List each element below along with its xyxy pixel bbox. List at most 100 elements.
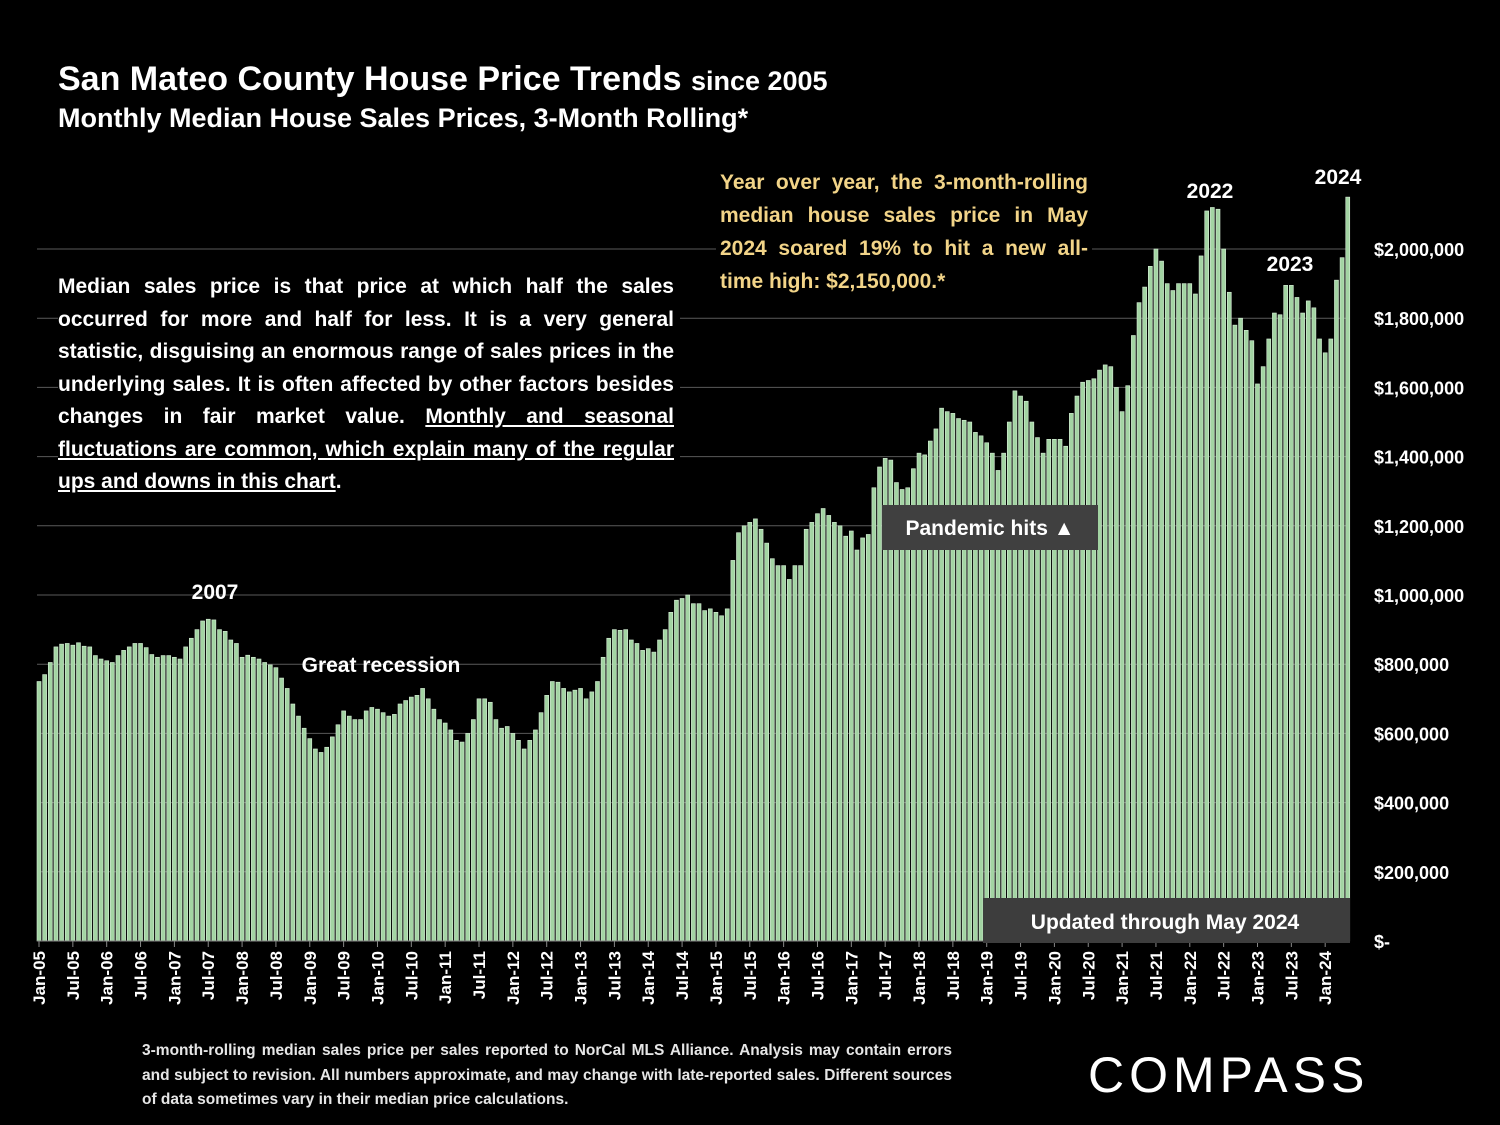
bar bbox=[1300, 312, 1305, 942]
x-tick-label: Jul-07 bbox=[199, 951, 218, 1000]
bar bbox=[1289, 285, 1294, 942]
bar bbox=[459, 741, 465, 942]
bar bbox=[905, 487, 911, 942]
bar bbox=[724, 608, 730, 942]
description-underlined: Monthly and seasonal fluctuations are co… bbox=[58, 405, 674, 493]
bar bbox=[1018, 395, 1023, 942]
axis: $- $200,000 $400,000 $600,000 $800,000 $1,000… bbox=[30, 240, 1464, 1005]
x-tick-label: Jul-05 bbox=[64, 951, 83, 1000]
bar bbox=[42, 674, 47, 942]
bar bbox=[1102, 364, 1108, 942]
bar bbox=[369, 707, 375, 942]
bar bbox=[1176, 283, 1181, 942]
bar bbox=[871, 487, 877, 942]
bar bbox=[465, 733, 471, 942]
bar bbox=[758, 528, 764, 942]
y-tick-label: $- bbox=[1374, 932, 1390, 952]
description: Median sales price is that price at whic… bbox=[58, 271, 680, 499]
bar bbox=[290, 703, 296, 942]
bar bbox=[1069, 413, 1074, 942]
x-tick-label: Jul-11 bbox=[470, 951, 489, 999]
bar bbox=[1074, 395, 1080, 942]
bar bbox=[899, 489, 905, 942]
bar bbox=[1091, 378, 1097, 942]
bar bbox=[504, 726, 510, 942]
bar bbox=[713, 611, 719, 942]
bar bbox=[81, 645, 87, 942]
bar bbox=[583, 698, 589, 942]
bar bbox=[1311, 307, 1317, 942]
footnote: 3-month-rolling median sales price per s… bbox=[142, 1042, 952, 1108]
bar bbox=[126, 646, 132, 942]
bar bbox=[59, 643, 64, 942]
bar bbox=[442, 722, 448, 942]
x-tick-label: Jul-20 bbox=[1079, 951, 1098, 1000]
bar bbox=[172, 656, 177, 942]
chart-subtitle: Monthly Median House Sales Prices, 3-Mon… bbox=[58, 103, 749, 133]
bar bbox=[657, 639, 662, 942]
bar bbox=[1159, 260, 1164, 942]
annotation: Updated through May 2024 bbox=[1031, 911, 1300, 934]
bar bbox=[425, 698, 431, 942]
bar bbox=[566, 691, 572, 942]
bar bbox=[1255, 383, 1260, 942]
y-tick-label: $400,000 bbox=[1374, 794, 1449, 814]
y-tick-label: $1,200,000 bbox=[1374, 517, 1464, 537]
bar bbox=[707, 608, 713, 942]
bar bbox=[1221, 248, 1226, 942]
bar bbox=[606, 637, 612, 942]
bar bbox=[1345, 196, 1351, 942]
bar bbox=[121, 650, 126, 942]
bar bbox=[832, 522, 837, 942]
bar bbox=[634, 643, 640, 942]
bar bbox=[155, 656, 160, 942]
bar bbox=[939, 407, 944, 942]
bar bbox=[341, 710, 346, 942]
x-tick-label: Jul-06 bbox=[132, 951, 151, 1000]
bar bbox=[1204, 210, 1210, 942]
bar bbox=[1080, 381, 1085, 942]
bar bbox=[454, 740, 459, 942]
x-tick-label: Jan-05 bbox=[30, 951, 49, 1005]
bar bbox=[36, 681, 42, 942]
x-tick-label: Jan-07 bbox=[165, 951, 184, 1005]
bar bbox=[251, 656, 256, 942]
bar bbox=[645, 648, 651, 942]
bar bbox=[1328, 338, 1334, 942]
bar bbox=[792, 565, 798, 942]
bar bbox=[640, 650, 645, 942]
bar bbox=[668, 611, 674, 942]
bar bbox=[572, 689, 578, 942]
bar bbox=[1210, 207, 1215, 942]
chart-title: San Mateo County House Price Trends sinc… bbox=[58, 60, 828, 98]
bar bbox=[770, 558, 775, 942]
bar bbox=[93, 655, 98, 942]
bar bbox=[967, 421, 973, 942]
bar bbox=[764, 542, 770, 942]
bar bbox=[183, 646, 188, 942]
bar bbox=[820, 508, 826, 942]
x-tick-label: Jan-13 bbox=[572, 951, 591, 1005]
bar bbox=[1226, 291, 1232, 942]
bar bbox=[482, 698, 487, 942]
annotation: 2024 bbox=[1315, 166, 1362, 189]
x-tick-label: Jan-08 bbox=[233, 951, 252, 1005]
bar bbox=[1023, 400, 1029, 942]
bar bbox=[877, 466, 882, 942]
x-tick-label: Jul-15 bbox=[741, 951, 760, 1000]
bar bbox=[849, 530, 854, 942]
bar bbox=[1187, 283, 1193, 942]
bar bbox=[662, 629, 668, 942]
bar bbox=[1114, 387, 1119, 942]
bar bbox=[307, 738, 313, 942]
x-tick-label: Jul-23 bbox=[1282, 951, 1301, 1000]
bar bbox=[115, 655, 121, 942]
y-tick-label: $600,000 bbox=[1374, 724, 1449, 744]
bar bbox=[1097, 369, 1102, 942]
bar bbox=[730, 560, 736, 942]
bar bbox=[414, 695, 420, 942]
bar bbox=[346, 715, 352, 942]
bar bbox=[781, 565, 786, 942]
bar bbox=[76, 642, 81, 942]
bar bbox=[510, 733, 516, 942]
